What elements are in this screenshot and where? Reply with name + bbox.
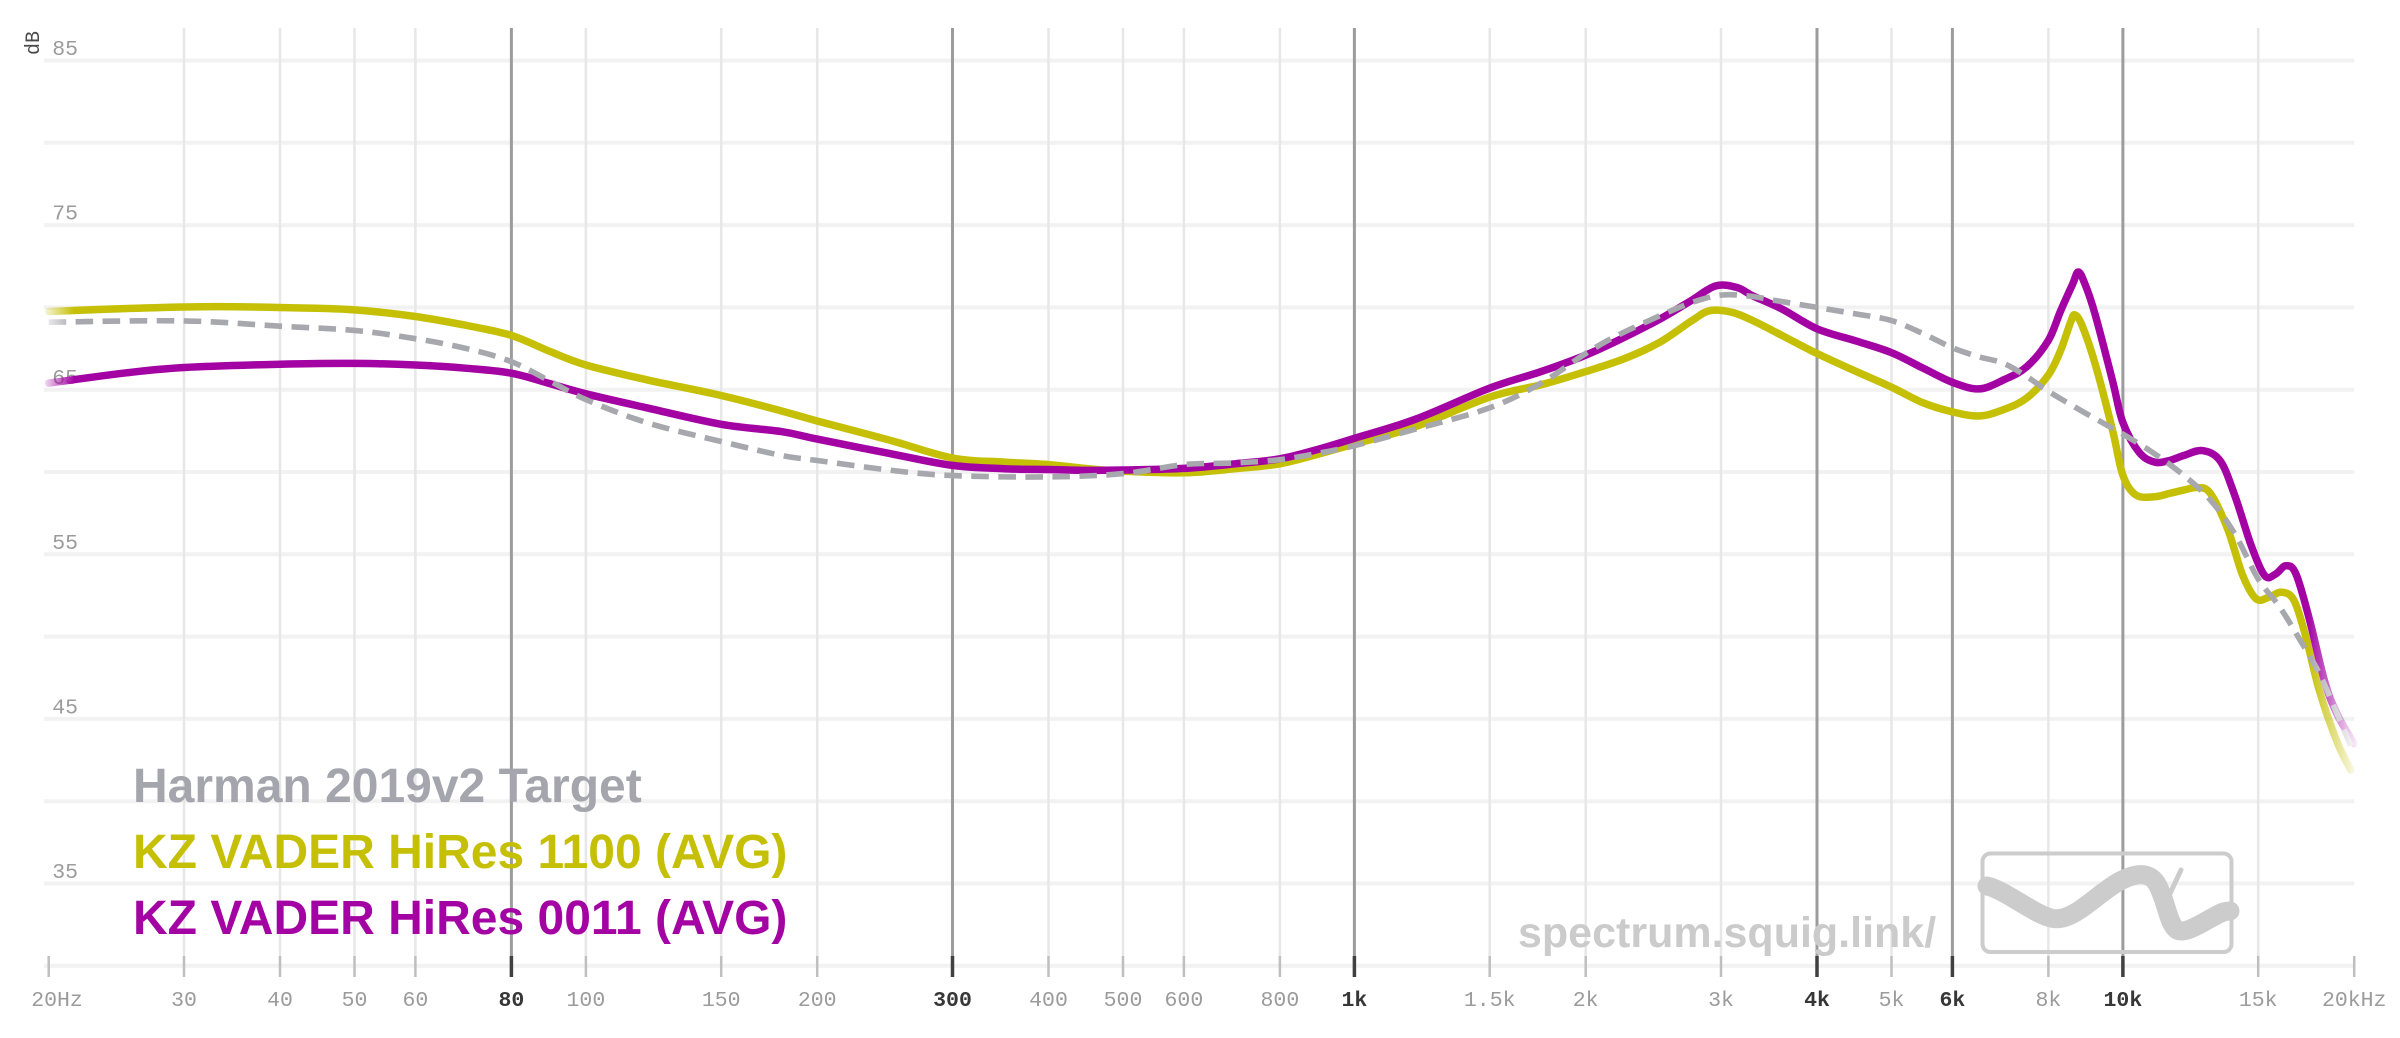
svg-text:75: 75 <box>52 203 78 227</box>
svg-text:20Hz: 20Hz <box>31 989 83 1013</box>
svg-text:50: 50 <box>342 989 368 1013</box>
svg-text:KZ VADER HiRes 0011 (AVG): KZ VADER HiRes 0011 (AVG) <box>133 892 787 945</box>
svg-text:Harman 2019v2 Target: Harman 2019v2 Target <box>133 760 642 813</box>
svg-text:85: 85 <box>52 38 78 62</box>
svg-text:200: 200 <box>798 989 837 1013</box>
svg-text:100: 100 <box>567 989 606 1013</box>
svg-text:45: 45 <box>52 696 78 720</box>
svg-text:2k: 2k <box>1573 989 1599 1013</box>
svg-text:400: 400 <box>1029 989 1068 1013</box>
svg-text:600: 600 <box>1165 989 1204 1013</box>
svg-text:300: 300 <box>933 989 972 1013</box>
svg-text:800: 800 <box>1261 989 1300 1013</box>
svg-text:10k: 10k <box>2104 989 2143 1013</box>
svg-text:30: 30 <box>171 989 197 1013</box>
svg-text:4k: 4k <box>1804 989 1830 1013</box>
svg-text:8k: 8k <box>2035 989 2061 1013</box>
svg-text:60: 60 <box>402 989 428 1013</box>
svg-text:1.5k: 1.5k <box>1464 989 1516 1013</box>
svg-text:dB: dB <box>23 31 46 55</box>
svg-text:150: 150 <box>702 989 741 1013</box>
svg-text:15k: 15k <box>2239 989 2278 1013</box>
svg-text:3k: 3k <box>1708 989 1734 1013</box>
svg-text:20kHz: 20kHz <box>2322 989 2387 1013</box>
svg-text:40: 40 <box>267 989 293 1013</box>
svg-text:500: 500 <box>1104 989 1143 1013</box>
svg-text:35: 35 <box>52 861 78 885</box>
svg-text:55: 55 <box>52 532 78 556</box>
svg-text:spectrum.squig.link/: spectrum.squig.link/ <box>1518 909 1936 957</box>
svg-text:1k: 1k <box>1341 989 1367 1013</box>
svg-text:5k: 5k <box>1879 989 1905 1013</box>
svg-text:6k: 6k <box>1939 989 1965 1013</box>
svg-text:80: 80 <box>498 989 524 1013</box>
svg-text:KZ VADER HiRes 1100 (AVG): KZ VADER HiRes 1100 (AVG) <box>133 826 787 879</box>
